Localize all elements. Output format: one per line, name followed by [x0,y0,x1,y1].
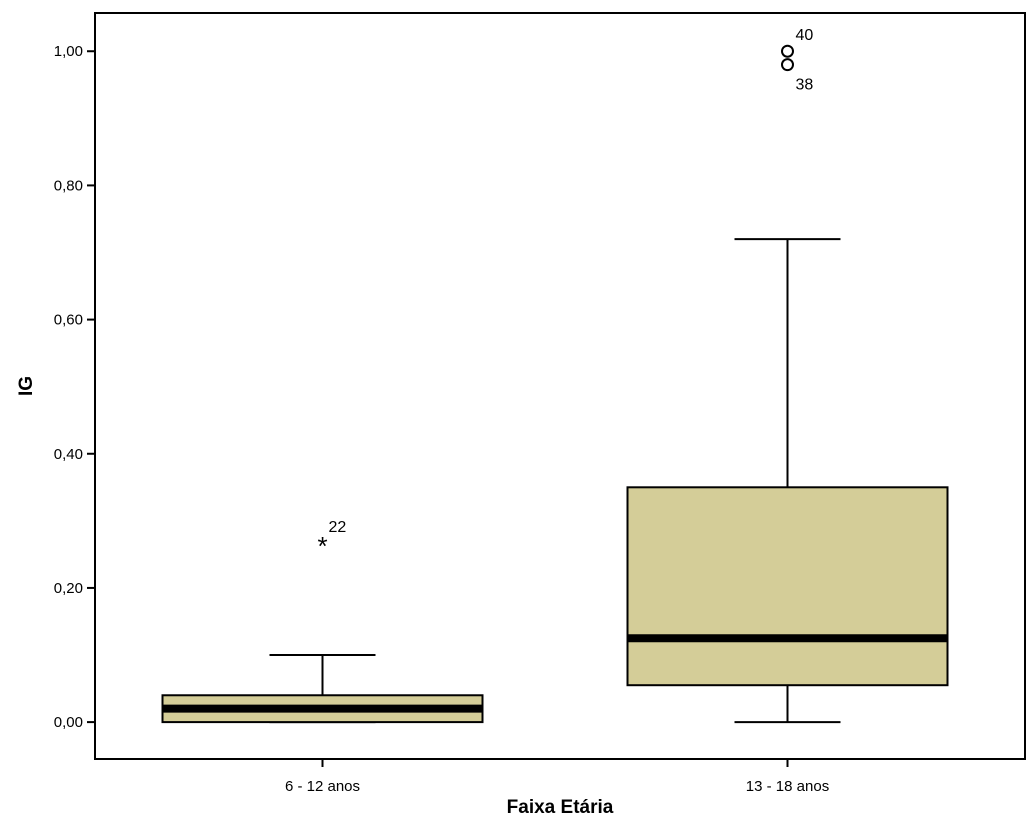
outlier-circle [781,58,794,72]
outlier-label: 22 [329,519,347,536]
outlier-label: 40 [796,27,814,44]
x-axis-title: Faixa Etária [507,797,614,818]
outlier-circle [781,44,794,58]
y-tick-label: 1,00 [54,43,83,60]
x-tick-label: 6 - 12 anos [285,778,360,795]
x-axis: 6 - 12 anos 13 - 18 anos [285,759,829,795]
y-tick-label: 0,20 [54,580,83,597]
y-axis-title: IG [16,376,37,396]
y-axis: 0,00 0,20 0,40 0,60 0,80 1,00 [54,43,95,731]
x-tick-label: 13 - 18 anos [746,778,829,795]
box-groups: *22 40 38 [161,27,949,724]
y-tick-label: 0,80 [54,177,83,194]
box-group: 40 38 [626,27,949,724]
y-tick-label: 0,40 [54,446,83,463]
plot-frame [94,12,1026,760]
y-tick-label: 0,00 [54,714,83,731]
outlier-label: 38 [796,77,814,94]
box [626,486,949,687]
y-tick-label: 0,60 [54,312,83,329]
box-group: *22 [161,519,484,724]
outlier-star: * [317,531,327,561]
